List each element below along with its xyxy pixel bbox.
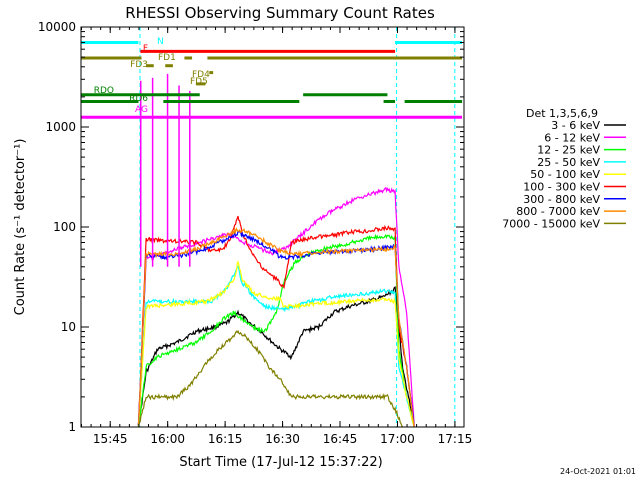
date-stamp: 24-Oct-2021 01:01: [560, 467, 636, 476]
spike-group: [139, 73, 191, 267]
legend-entry-label: 3 - 6 keV: [551, 119, 600, 132]
legend-entry-label: 100 - 300 keV: [523, 181, 600, 194]
chart-title: RHESSI Observing Summary Count Rates: [125, 4, 435, 22]
y-tick-label: 100: [53, 220, 76, 234]
series-group: [137, 186, 415, 428]
legend-entry-label: 12 - 25 keV: [537, 144, 600, 157]
flag-label: N: [157, 37, 164, 47]
flag-label: FD1: [158, 53, 176, 63]
y-tick-label: 10000: [38, 20, 76, 34]
y-tick-label: 1000: [45, 120, 76, 134]
legend-entry-label: 25 - 50 keV: [537, 156, 600, 169]
tick-group: 15:45 16:00 16:15 16:30 16:45 17:00 17:15 1 10 10…: [38, 20, 472, 446]
flag-label: AG: [135, 105, 148, 115]
y-tick-label: 10: [61, 320, 76, 334]
flag-label: RDO: [94, 86, 114, 96]
legend-entry-label: 7000 - 15000 keV: [502, 217, 600, 230]
series-line: [137, 329, 404, 428]
x-axis-label: Start Time (17-Jul-12 15:37:22): [179, 455, 382, 470]
flag-label: FD4: [192, 70, 210, 80]
series-line: [137, 233, 415, 428]
flag-label: RD6: [129, 94, 148, 104]
x-tick-label: 16:45: [323, 432, 358, 446]
y-tick-label: 1: [68, 420, 76, 434]
series-line: [137, 286, 415, 428]
series-line: [137, 227, 415, 428]
y-axis-label: Count Rate (s⁻¹ detector⁻¹): [13, 139, 28, 316]
x-tick-label: 15:45: [93, 432, 128, 446]
legend-entry-label: 800 - 7000 keV: [516, 205, 600, 218]
legend-entry-label: 6 - 12 keV: [544, 131, 600, 144]
x-tick-label: 16:30: [265, 432, 300, 446]
flag-label: FD3: [130, 60, 148, 70]
legend-entry-label: 50 - 100 keV: [530, 168, 600, 181]
x-tick-label: 17:15: [438, 432, 473, 446]
legend-entry-label: 300 - 800 keV: [523, 193, 600, 206]
series-line: [137, 230, 415, 428]
x-tick-label: 17:00: [380, 432, 415, 446]
x-tick-label: 16:15: [208, 432, 243, 446]
series-line: [137, 215, 415, 428]
legend-title: Det 1,3,5,6,9: [526, 107, 598, 120]
x-tick-label: 16:00: [150, 432, 185, 446]
series-line: [137, 260, 415, 428]
series-line: [137, 186, 415, 428]
flag-label: F: [143, 44, 148, 54]
flag-label: FD5: [190, 77, 208, 87]
